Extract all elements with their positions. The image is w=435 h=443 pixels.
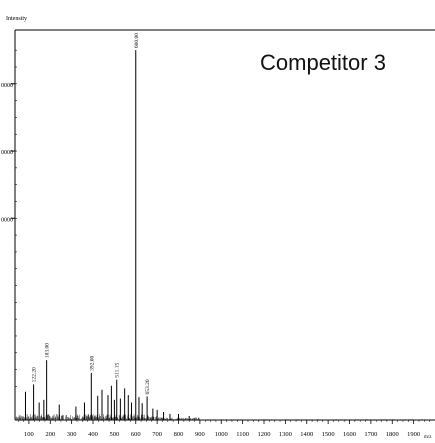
peak-label: 653.20 (145, 379, 151, 394)
x-tick-label: 1600 (343, 431, 356, 438)
peak-label: 122.20 (32, 367, 38, 382)
peak-label: 183.00 (45, 343, 51, 358)
x-tick-label: 800 (174, 431, 184, 438)
x-tick-label: 500 (110, 431, 120, 438)
x-tick-label: 900 (195, 431, 205, 438)
y-axis-title: Intensity (6, 16, 27, 22)
x-ticks: 100 200 300 400 500 600 700 800 900 1000 1100 1200 1… (17, 420, 430, 438)
x-tick-label: 1800 (386, 431, 399, 438)
x-tick-label: 700 (152, 431, 162, 438)
peak-label: 600.00 (134, 33, 140, 48)
x-tick-label: 1000 (215, 431, 228, 438)
x-tick-label: 1500 (322, 431, 335, 438)
y-tick-label: 0000 (1, 150, 13, 156)
x-tick-label: 1400 (300, 431, 313, 438)
x-tick-label: 1200 (258, 431, 271, 438)
x-tick-label: 400 (88, 431, 98, 438)
chart-title: Competitor 3 (260, 50, 386, 75)
peak-labels: 122.20 183.00 392.00 511.15 600.00 653.20 (32, 33, 151, 395)
y-tick-label: 0000 (1, 217, 13, 223)
x-tick-label: 1100 (236, 431, 249, 438)
y-ticks: 0000 0000 0000 (1, 49, 17, 387)
peak-label: 392.00 (89, 356, 95, 371)
x-tick-label: 300 (67, 431, 77, 438)
x-tick-label: 100 (24, 431, 34, 438)
peak-label: 511.15 (115, 362, 121, 377)
y-tick-label: 0000 (1, 83, 13, 89)
x-tick-label: 200 (45, 431, 55, 438)
baseline-noise (15, 414, 434, 420)
x-tick-label: 1300 (279, 431, 292, 438)
x-tick-label: 600 (131, 431, 141, 438)
x-tick-label: 1900 (407, 431, 420, 438)
spectrum-peaks (24, 50, 190, 420)
noise-path (15, 414, 434, 420)
x-axis-unit: m/z (424, 435, 432, 440)
x-tick-label: 1700 (364, 431, 377, 438)
